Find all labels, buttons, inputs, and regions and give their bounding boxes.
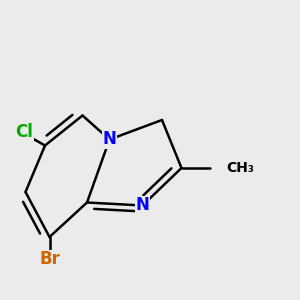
Text: N: N [103, 130, 116, 148]
Text: Br: Br [39, 250, 60, 268]
Text: N: N [136, 196, 149, 214]
Text: Cl: Cl [15, 123, 33, 141]
Text: CH₃: CH₃ [226, 161, 254, 175]
